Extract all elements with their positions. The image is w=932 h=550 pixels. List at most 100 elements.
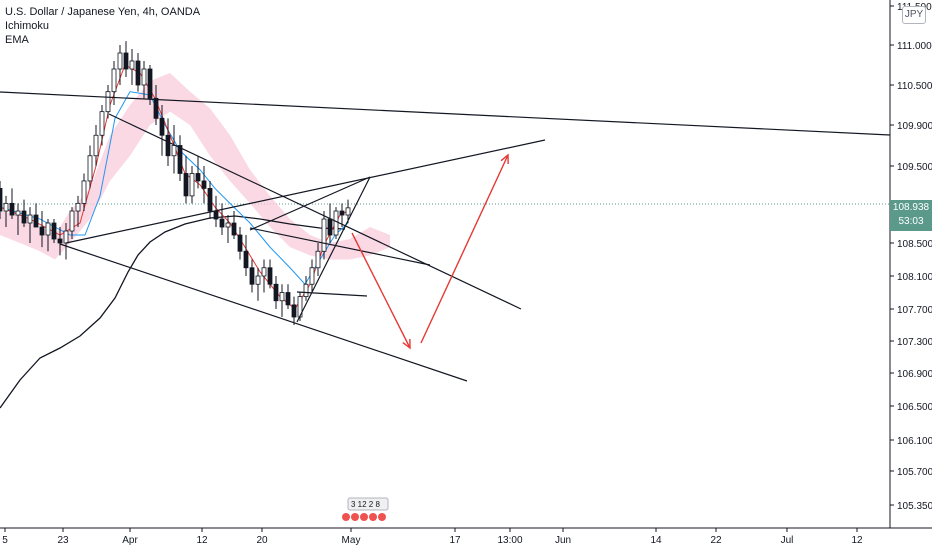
- candle-body: [69, 210, 75, 232]
- price-tick-label: 105.700: [897, 467, 932, 478]
- time-tick-label: 13:00: [497, 535, 522, 546]
- candle-body: [105, 91, 111, 113]
- price-tick-label: 109.500: [897, 162, 932, 173]
- candle-body: [81, 180, 87, 204]
- candle: [123, 41, 129, 77]
- price-tick-label: 110.500: [897, 81, 932, 92]
- candlesticks: [0, 41, 351, 325]
- indicator-ema[interactable]: EMA: [5, 34, 29, 46]
- candle: [33, 203, 39, 228]
- candle: [99, 105, 105, 146]
- price-tick-label: 109.900: [897, 121, 932, 132]
- price-tick-label: 111.000: [897, 41, 932, 52]
- time-axis[interactable]: 5 23 Apr 12 20 May 17 13:00 Jun 14 22 Jul 12: [2, 528, 863, 546]
- candle: [159, 105, 165, 156]
- trendline-small-rising[interactable]: [296, 176, 371, 323]
- events-marker[interactable]: 3 12 2 8: [342, 497, 389, 521]
- candle: [315, 243, 321, 276]
- kijun-line: [0, 91, 349, 286]
- time-tick-label: Apr: [122, 535, 138, 546]
- candle-body: [129, 60, 135, 70]
- last-price-value: 108.938: [892, 202, 930, 213]
- time-tick-label: 22: [710, 535, 722, 546]
- indicator-ichimoku[interactable]: Ichimoku: [5, 20, 50, 32]
- events-label-box: [347, 497, 389, 511]
- event-dot-4: [369, 513, 377, 521]
- candle-body: [333, 210, 339, 236]
- projection-arrows[interactable]: [351, 153, 509, 350]
- candle: [75, 195, 81, 228]
- event-dot-2: [351, 513, 359, 521]
- candle-body: [111, 68, 117, 93]
- ema-line: [0, 215, 346, 409]
- candle-body: [237, 234, 243, 252]
- candle-body: [279, 292, 285, 302]
- candle: [267, 259, 273, 289]
- candle: [231, 211, 237, 240]
- candle-body: [15, 210, 21, 216]
- candle: [135, 53, 141, 92]
- candle-body: [27, 214, 33, 224]
- candle-body: [45, 222, 51, 236]
- candle: [333, 207, 339, 240]
- chart-legend: U.S. Dollar / Japanese Yen, 4h, OANDA Ic…: [5, 5, 200, 47]
- candle-body: [267, 267, 273, 285]
- candle: [219, 203, 225, 236]
- candle: [273, 276, 279, 309]
- candle-body: [225, 222, 231, 228]
- candle-body: [195, 173, 201, 182]
- candle-body: [273, 283, 279, 302]
- candle-body: [201, 180, 207, 189]
- time-tick-label: 20: [256, 535, 268, 546]
- candle-body: [21, 210, 27, 224]
- candle-body: [165, 134, 171, 157]
- candle: [69, 207, 75, 240]
- trendline-short-level-2[interactable]: [296, 291, 368, 297]
- price-tick-label: 107.700: [897, 305, 932, 316]
- candle-body: [39, 226, 45, 236]
- candle: [285, 284, 291, 309]
- candle: [117, 45, 123, 85]
- candle-body: [153, 97, 159, 119]
- ema-curve: [0, 215, 346, 409]
- candle: [0, 180, 3, 220]
- time-tick-label: 17: [449, 535, 461, 546]
- projection-arrow-2[interactable]: [420, 154, 509, 344]
- candle-body: [249, 267, 255, 285]
- trendline-channel-top[interactable]: [249, 176, 371, 231]
- price-tick-label: 108.100: [897, 272, 932, 283]
- trendline-rising-wedge-support[interactable]: [65, 139, 546, 244]
- candle: [207, 180, 213, 220]
- candle: [345, 199, 351, 224]
- candle: [195, 155, 201, 189]
- candle: [21, 199, 27, 228]
- trendline-short-level-1[interactable]: [249, 227, 431, 266]
- arrow-head-2: [500, 153, 509, 165]
- candle-body: [231, 222, 237, 236]
- candle-body: [123, 52, 129, 70]
- candle: [81, 173, 87, 212]
- symbol-title[interactable]: U.S. Dollar / Japanese Yen, 4h, OANDA: [5, 6, 201, 18]
- projection-arrow-1[interactable]: [351, 232, 411, 349]
- price-tick-label: 106.100: [897, 436, 932, 447]
- candle: [339, 203, 345, 228]
- trendline-lower-descending[interactable]: [59, 243, 468, 382]
- candle: [255, 267, 261, 301]
- event-dot-3: [360, 513, 368, 521]
- candle: [87, 145, 93, 189]
- candle-body: [255, 275, 261, 285]
- time-tick-label: Jun: [555, 535, 571, 546]
- candle: [93, 125, 99, 166]
- candle-body: [291, 304, 297, 318]
- candle-body: [9, 202, 15, 216]
- candle: [15, 203, 21, 236]
- time-tick-label: 12: [196, 535, 208, 546]
- candle: [261, 259, 267, 293]
- trendline-long-horizontal[interactable]: [0, 91, 891, 136]
- currency-label[interactable]: JPY: [902, 6, 926, 24]
- candle-body: [3, 202, 9, 212]
- candle-body: [51, 222, 57, 240]
- candle: [105, 85, 111, 119]
- candle-body: [135, 60, 141, 86]
